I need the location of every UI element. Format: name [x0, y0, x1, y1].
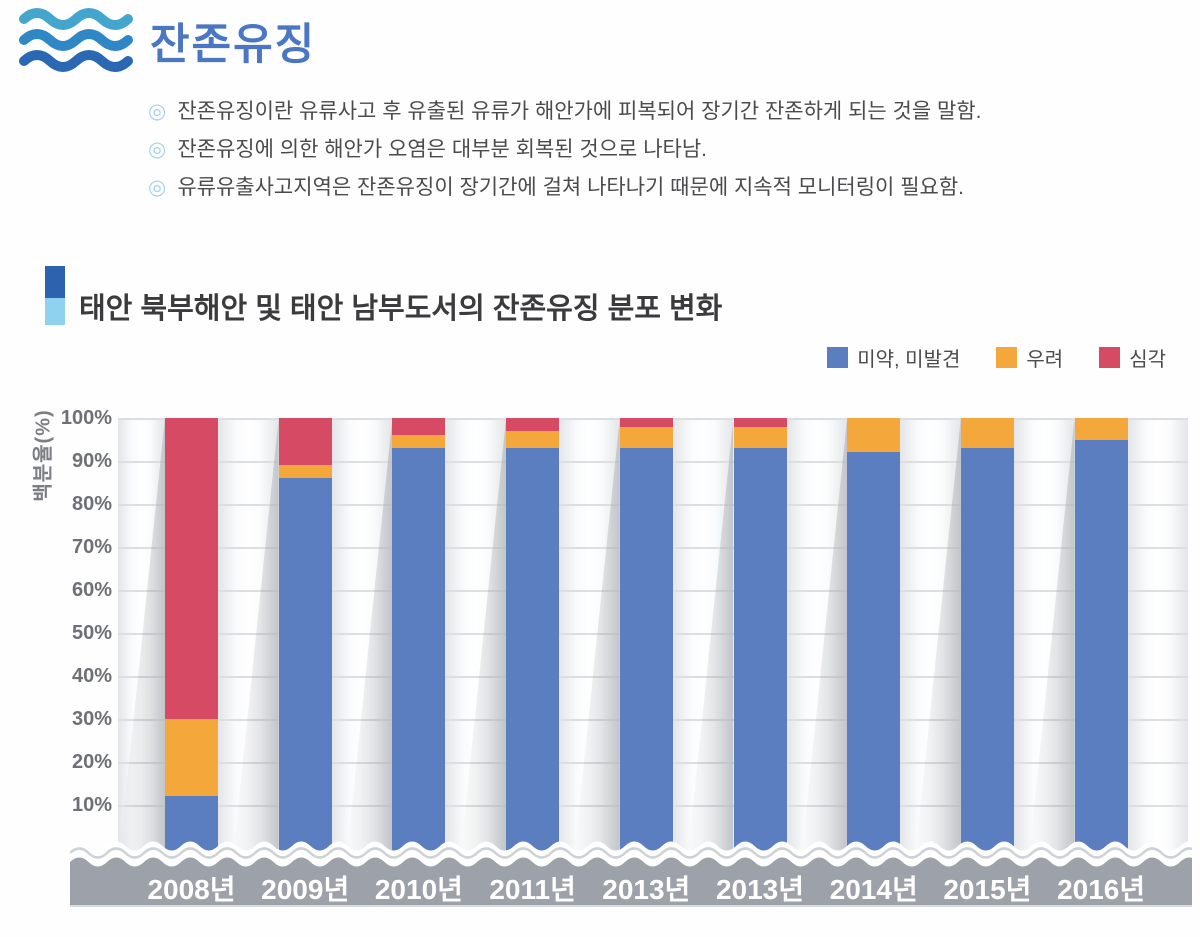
background-pillar — [786, 418, 848, 859]
bar-segment-weak — [733, 448, 787, 859]
x-axis-label: 2016년 — [1057, 874, 1146, 905]
legend-swatch — [1099, 347, 1121, 368]
legend-item: 미약, 미발견 — [827, 343, 960, 372]
stacked-bar — [392, 418, 446, 859]
page-title: 잔존유징 — [150, 21, 317, 69]
double-circle-icon: ◎ — [148, 138, 167, 161]
bar-segment-weak — [847, 452, 901, 859]
y-tick-label: 40% — [71, 665, 112, 687]
y-tick-label: 70% — [71, 536, 112, 558]
bullet-text: 잔존유징이란 유류사고 후 유출된 유류가 해안가에 피복되어 장기간 잔존하게… — [177, 100, 982, 123]
bar-segment-weak — [506, 448, 560, 859]
chart-legend: 미약, 미발견 우려 심각 — [827, 343, 1166, 372]
axis-band — [70, 857, 1192, 905]
bar-segment-concern — [619, 426, 673, 449]
bar-segment-weak — [960, 448, 1014, 859]
background-pillar — [445, 418, 507, 859]
double-circle-icon: ◎ — [148, 176, 167, 199]
y-tick-label: 60% — [71, 579, 112, 601]
bar-segment-severe — [278, 418, 332, 466]
background-pillar — [118, 418, 165, 859]
x-axis-label: 2015년 — [943, 874, 1032, 905]
stacked-bar — [619, 418, 673, 859]
background-pillar — [331, 418, 393, 859]
y-tick-label: 30% — [71, 708, 112, 730]
y-tick-label: 90% — [71, 450, 112, 472]
legend-swatch — [827, 347, 849, 368]
x-axis-label: 2008년 — [147, 874, 236, 905]
legend-item: 우려 — [996, 343, 1063, 372]
x-axis-band — [70, 841, 1192, 908]
chart-title: 태안 북부해안 및 태안 남부도서의 잔존유징 분포 변화 — [79, 293, 723, 325]
legend-swatch — [996, 347, 1018, 368]
background-pillar — [218, 418, 279, 859]
bar-segment-concern — [847, 418, 901, 453]
y-tick-label: 100% — [60, 407, 112, 429]
legend-label: 미약, 미발견 — [857, 349, 961, 371]
background-pillar — [1013, 418, 1075, 859]
y-axis-ticks: 100% 90% 80% 70% 60% 50% 40% 30% 20% 10% — [36, 407, 112, 859]
bar-segment-severe — [392, 418, 446, 436]
plot-area — [118, 407, 1188, 859]
bar-segment-concern — [278, 465, 332, 479]
y-tick-label: 80% — [71, 493, 112, 515]
bar-segment-concern — [506, 430, 560, 449]
stacked-bar — [847, 418, 901, 859]
x-axis-label: 2013년 — [602, 874, 691, 905]
section-marker — [45, 266, 65, 325]
stacked-bar — [506, 418, 560, 859]
bar-segment-severe — [619, 418, 673, 427]
x-axis-label: 2010년 — [374, 874, 463, 905]
bar-segment-weak — [278, 478, 332, 859]
bar-segment-concern — [165, 719, 218, 797]
bar-segment-severe — [506, 418, 560, 431]
y-tick-label: 50% — [71, 622, 112, 644]
x-axis-label: 2011년 — [489, 874, 576, 905]
legend-label: 심각 — [1129, 349, 1166, 371]
legend-label: 우려 — [1026, 349, 1064, 371]
bar-segment-concern — [392, 435, 446, 449]
waves-icon — [18, 8, 138, 72]
bar-segment-weak — [392, 448, 446, 859]
background-pillar — [900, 418, 961, 859]
legend-item: 심각 — [1099, 343, 1166, 372]
y-tick-label: 20% — [71, 751, 112, 773]
stacked-bar — [165, 418, 218, 859]
wave-line — [70, 847, 1192, 859]
bar-segment-severe — [165, 418, 218, 719]
background-pillar — [1127, 418, 1188, 859]
x-axis-label: 2013년 — [715, 874, 805, 905]
stacked-bar — [960, 418, 1014, 859]
y-tick-label: 10% — [71, 794, 112, 816]
bullet-item: ◎ 유류유출사고지역은 잔존유징이 장기간에 걸쳐 나타나기 때문에 지속적 모… — [148, 175, 1068, 201]
stacked-bar — [1074, 418, 1128, 859]
bar-segment-concern — [960, 418, 1014, 449]
x-axis-label: 2014년 — [829, 874, 918, 905]
bullet-list: ◎ 잔존유징이란 유류사고 후 유출된 유류가 해안가에 피복되어 장기간 잔존… — [148, 99, 1068, 213]
background-pillar — [559, 418, 620, 859]
bullet-text: 유류유출사고지역은 잔존유징이 장기간에 걸쳐 나타나기 때문에 지속적 모니터… — [177, 176, 964, 199]
bar-segment-weak — [1074, 439, 1128, 859]
bar-segment-severe — [733, 418, 787, 427]
bullet-item: ◎ 잔존유징에 의한 해안가 오염은 대부분 회복된 것으로 나타남. — [148, 137, 1068, 163]
bar-segment-weak — [619, 448, 673, 859]
background-pillar — [672, 418, 734, 859]
bullet-item: ◎ 잔존유징이란 유류사고 후 유출된 유류가 해안가에 피복되어 장기간 잔존… — [148, 99, 1068, 125]
bar-segment-concern — [1074, 418, 1128, 440]
bar-segment-concern — [733, 426, 787, 449]
stacked-bar — [278, 418, 332, 859]
stacked-bar — [733, 418, 787, 859]
bullet-text: 잔존유징에 의한 해안가 오염은 대부분 회복된 것으로 나타남. — [177, 138, 708, 161]
double-circle-icon: ◎ — [148, 100, 167, 123]
x-axis-label: 2009년 — [261, 874, 350, 905]
